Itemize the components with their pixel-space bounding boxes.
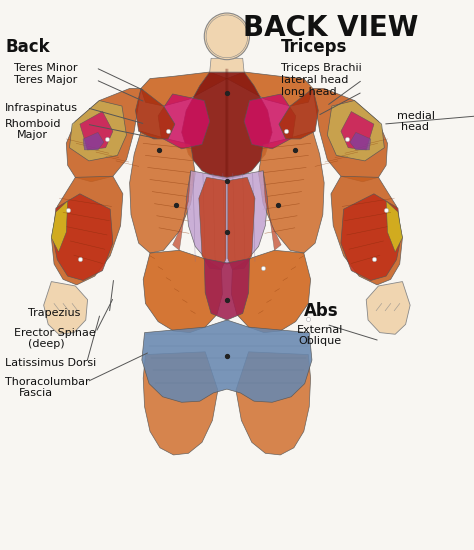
Text: Erector Spinae: Erector Spinae [14,328,96,338]
Polygon shape [227,72,313,106]
Text: Back: Back [5,39,50,56]
Polygon shape [258,131,324,253]
Polygon shape [186,170,268,264]
Polygon shape [83,133,104,150]
Polygon shape [279,89,318,139]
Polygon shape [70,101,127,161]
Polygon shape [386,201,402,252]
Polygon shape [244,94,296,149]
Polygon shape [66,89,141,182]
Text: head: head [401,122,429,132]
Polygon shape [136,89,175,139]
Text: Oblique: Oblique [298,336,341,346]
Text: Abs: Abs [304,301,338,320]
Polygon shape [129,131,195,253]
Polygon shape [366,282,410,334]
Polygon shape [350,133,371,150]
Text: Fascia: Fascia [19,388,53,398]
Text: Teres Minor: Teres Minor [14,63,78,73]
Polygon shape [263,170,281,250]
Text: Major: Major [17,130,47,140]
Text: External: External [297,325,343,335]
Polygon shape [231,250,310,333]
Text: long head: long head [281,87,337,97]
Polygon shape [53,194,113,280]
Polygon shape [199,177,226,270]
Polygon shape [341,112,374,150]
Polygon shape [141,72,227,106]
Text: Latissimus Dorsi: Latissimus Dorsi [5,358,97,368]
Text: (deep): (deep) [28,339,64,349]
Text: medial: medial [397,111,435,121]
Text: lateral head: lateral head [281,75,348,85]
Polygon shape [210,58,244,72]
Polygon shape [341,194,401,280]
Text: Thoracolumbar: Thoracolumbar [5,377,90,387]
Polygon shape [80,112,113,150]
Polygon shape [182,72,272,179]
Text: Infraspinatus: Infraspinatus [5,103,78,113]
Polygon shape [44,282,88,334]
Text: Rhomboid: Rhomboid [5,119,62,129]
Ellipse shape [204,13,249,59]
Polygon shape [236,352,310,455]
Polygon shape [313,89,388,182]
Polygon shape [51,201,68,252]
Text: Trapezius: Trapezius [28,309,80,318]
Text: Triceps Brachii: Triceps Brachii [281,63,362,73]
Polygon shape [142,320,312,402]
Polygon shape [51,176,123,285]
Polygon shape [158,94,210,149]
Polygon shape [328,101,384,161]
Text: Triceps: Triceps [281,39,347,56]
Text: Teres Major: Teres Major [14,75,78,85]
Polygon shape [331,176,402,285]
Polygon shape [204,258,249,320]
Polygon shape [143,250,222,333]
Polygon shape [228,177,255,270]
Polygon shape [173,170,191,250]
Text: BACK VIEW: BACK VIEW [243,14,419,42]
Polygon shape [143,352,218,455]
